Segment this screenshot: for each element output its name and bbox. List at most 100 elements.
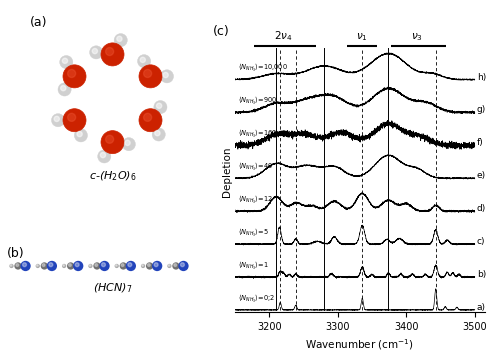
Circle shape [95, 264, 98, 266]
Text: $\langle N_{NH_3}\rangle$=1: $\langle N_{NH_3}\rangle$=1 [238, 260, 269, 272]
Circle shape [180, 263, 184, 267]
Circle shape [167, 264, 172, 268]
Circle shape [60, 55, 73, 69]
Circle shape [154, 263, 158, 267]
Circle shape [152, 261, 162, 271]
Text: $\nu_1$: $\nu_1$ [356, 31, 368, 42]
Circle shape [144, 69, 152, 78]
Text: $\langle N_{NH_3}\rangle$=10,000: $\langle N_{NH_3}\rangle$=10,000 [238, 62, 288, 74]
Circle shape [90, 46, 103, 59]
Y-axis label: Depletion: Depletion [222, 147, 232, 197]
Circle shape [146, 262, 154, 270]
Circle shape [10, 264, 14, 268]
Circle shape [125, 140, 130, 146]
Text: (HCN)$_7$: (HCN)$_7$ [93, 282, 132, 295]
Circle shape [172, 262, 180, 270]
Circle shape [122, 138, 136, 151]
Text: e): e) [477, 171, 486, 180]
Text: $\langle N_{NH_3}\rangle$=5: $\langle N_{NH_3}\rangle$=5 [238, 227, 269, 239]
Circle shape [114, 34, 128, 47]
Text: $\langle N_{NH_3}\rangle$=12: $\langle N_{NH_3}\rangle$=12 [238, 194, 273, 206]
Text: $\langle N_{NH_3}\rangle$=40: $\langle N_{NH_3}\rangle$=40 [238, 161, 274, 173]
X-axis label: Wavenumber (cm$^{-1}$): Wavenumber (cm$^{-1}$) [306, 338, 414, 351]
Circle shape [126, 261, 136, 271]
Circle shape [139, 65, 162, 88]
Text: h): h) [477, 73, 486, 81]
Circle shape [156, 103, 162, 108]
Text: g): g) [477, 105, 486, 114]
Text: $\nu_3$: $\nu_3$ [412, 31, 423, 42]
Circle shape [10, 265, 12, 266]
Circle shape [101, 43, 124, 66]
Circle shape [16, 264, 18, 266]
Circle shape [141, 264, 145, 268]
Circle shape [168, 265, 170, 266]
Circle shape [68, 113, 76, 121]
Text: b): b) [477, 270, 486, 279]
Circle shape [98, 150, 111, 163]
Circle shape [128, 263, 132, 267]
Circle shape [178, 261, 188, 271]
Circle shape [117, 36, 122, 41]
Circle shape [92, 48, 98, 54]
Text: (a): (a) [30, 16, 48, 29]
Circle shape [63, 109, 86, 132]
Circle shape [142, 265, 144, 266]
Circle shape [62, 264, 66, 268]
Circle shape [68, 264, 71, 266]
Text: $\langle N_{NH_3}\rangle$=160: $\langle N_{NH_3}\rangle$=160 [238, 128, 278, 140]
Text: (c): (c) [213, 25, 230, 38]
Circle shape [73, 261, 84, 271]
Circle shape [174, 264, 176, 266]
Text: a): a) [477, 303, 486, 312]
Circle shape [100, 261, 110, 271]
Circle shape [152, 128, 166, 141]
Circle shape [144, 113, 152, 121]
Circle shape [67, 262, 74, 270]
Circle shape [88, 264, 92, 268]
Circle shape [163, 72, 168, 78]
Circle shape [116, 265, 117, 266]
Text: (b): (b) [7, 247, 25, 260]
Circle shape [101, 131, 124, 154]
Circle shape [148, 264, 150, 266]
Circle shape [140, 57, 145, 62]
Circle shape [42, 264, 45, 266]
Circle shape [106, 47, 114, 55]
Text: $\langle N_{NH_3}\rangle$=0;2: $\langle N_{NH_3}\rangle$=0;2 [238, 293, 275, 305]
Circle shape [63, 265, 64, 266]
Circle shape [138, 55, 150, 68]
Circle shape [22, 263, 26, 267]
Text: c): c) [477, 237, 486, 246]
Circle shape [139, 109, 162, 132]
Text: f): f) [477, 138, 484, 147]
Circle shape [102, 263, 105, 267]
Circle shape [75, 263, 79, 267]
Circle shape [14, 262, 21, 270]
Circle shape [94, 262, 100, 270]
Circle shape [74, 129, 88, 142]
Circle shape [20, 261, 30, 271]
Circle shape [77, 131, 82, 137]
Circle shape [68, 69, 76, 78]
Circle shape [58, 83, 71, 96]
Circle shape [54, 116, 60, 121]
Text: $\langle N_{NH_3}\rangle$=900: $\langle N_{NH_3}\rangle$=900 [238, 95, 278, 107]
Circle shape [106, 135, 114, 143]
Text: d): d) [477, 204, 486, 213]
Circle shape [114, 264, 119, 268]
Circle shape [36, 265, 38, 266]
Circle shape [154, 100, 167, 114]
Circle shape [49, 263, 53, 267]
Circle shape [60, 86, 66, 91]
Circle shape [121, 264, 124, 266]
Circle shape [62, 58, 68, 64]
Circle shape [120, 262, 127, 270]
Circle shape [89, 265, 91, 266]
Circle shape [155, 131, 160, 136]
Circle shape [40, 262, 48, 270]
Circle shape [36, 264, 40, 268]
Text: $2\nu_4$: $2\nu_4$ [274, 29, 292, 42]
Circle shape [46, 261, 57, 271]
Circle shape [63, 65, 86, 88]
